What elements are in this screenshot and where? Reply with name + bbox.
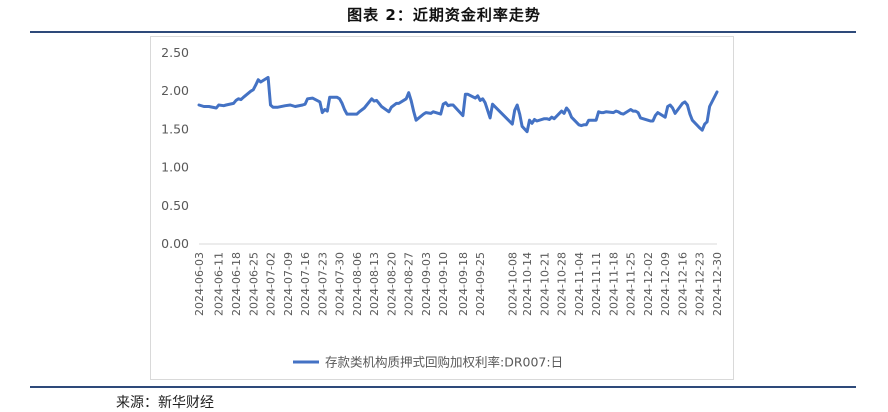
x-tick-label: 2024-10-14 <box>521 252 534 316</box>
x-tick-label: 2024-08-13 <box>368 252 381 316</box>
x-tick-label: 2024-11-25 <box>625 252 638 316</box>
x-tick-label: 2024-09-18 <box>457 252 470 316</box>
x-tick-label: 2024-09-10 <box>437 252 450 316</box>
x-tick-label: 2024-12-09 <box>659 252 672 316</box>
legend-label: 存款类机构质押式回购加权利率:DR007:日 <box>325 355 563 370</box>
x-tick-label: 2024-06-03 <box>193 252 206 316</box>
x-tick-label: 2024-07-09 <box>282 252 295 316</box>
y-tick-label: 1.50 <box>161 121 189 136</box>
x-tick-label: 2024-06-11 <box>213 252 226 316</box>
x-tick-label: 2024-08-27 <box>403 252 416 316</box>
x-tick-label: 2024-12-23 <box>694 252 707 316</box>
x-tick-label: 2024-08-20 <box>385 252 398 316</box>
x-tick-label: 2024-10-21 <box>538 252 551 316</box>
source-note: 来源：新华财经 <box>116 395 214 411</box>
x-tick-label: 2024-07-23 <box>316 252 329 316</box>
y-tick-label: 2.00 <box>161 83 189 98</box>
y-tick-label: 1.00 <box>161 160 189 175</box>
y-tick-label: 0.50 <box>161 198 189 213</box>
y-tick-label: 0.00 <box>161 236 189 251</box>
x-tick-label: 2024-10-08 <box>506 252 519 316</box>
x-tick-label: 2024-12-16 <box>677 252 690 316</box>
x-tick-label: 2024-11-11 <box>590 252 603 316</box>
x-tick-label: 2024-07-30 <box>334 252 347 316</box>
top-rule <box>30 31 856 33</box>
figure-title: 图表 2：近期资金利率走势 <box>347 6 541 24</box>
x-tick-label: 2024-12-30 <box>711 252 724 316</box>
x-tick-label: 2024-12-02 <box>642 252 655 316</box>
x-tick-label: 2024-11-18 <box>607 252 620 316</box>
x-tick-label: 2024-06-18 <box>230 252 243 316</box>
line-chart: 0.00 0.50 1.00 1.50 2.00 2.50 2024-06-03 2024-0… <box>161 45 724 370</box>
x-tick-label: 2024-08-06 <box>351 252 364 316</box>
y-tick-label: 2.50 <box>161 45 189 60</box>
chart-frame: 0.00 0.50 1.00 1.50 2.00 2.50 2024-06-03 2024-0… <box>150 36 734 380</box>
x-tick-label: 2024-09-25 <box>474 252 487 316</box>
x-tick-label: 2024-10-28 <box>556 252 569 316</box>
x-tick-label: 2024-09-03 <box>420 252 433 316</box>
x-tick-label: 2024-06-25 <box>247 252 260 316</box>
series-line-dr007 <box>197 75 719 134</box>
x-tick-label: 2024-11-04 <box>573 252 586 316</box>
x-tick-label: 2024-07-16 <box>299 252 312 316</box>
bottom-rule <box>30 386 856 388</box>
x-tick-label: 2024-07-02 <box>265 252 278 316</box>
